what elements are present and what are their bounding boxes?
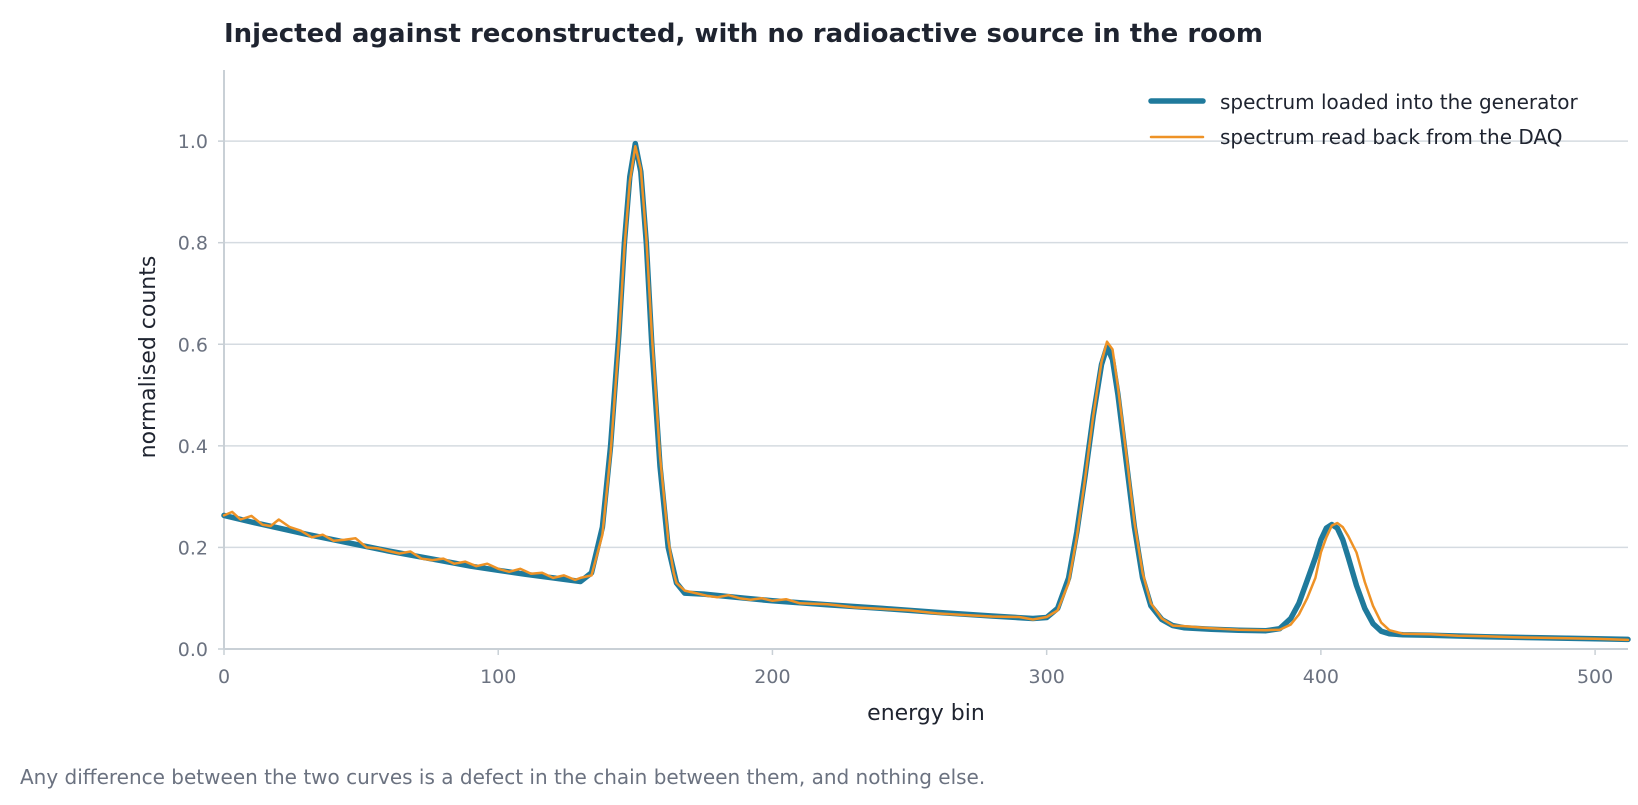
plot-area — [221, 140, 1631, 643]
y-tick-label: 0.4 — [178, 436, 208, 458]
x-tick-label: 100 — [480, 666, 516, 688]
series-line-readback — [222, 144, 1630, 642]
series-line-injected — [221, 140, 1631, 643]
x-tick-label: 0 — [218, 666, 230, 688]
y-tick-label: 0.2 — [178, 537, 208, 559]
y-tick-label: 0.6 — [178, 334, 208, 356]
x-axis-label: energy bin — [867, 701, 985, 726]
legend: spectrum loaded into the generator spect… — [1148, 90, 1578, 149]
axes — [223, 70, 1628, 650]
y-axis-ticks: 0.0 0.2 0.4 0.6 0.8 1.0 — [178, 131, 224, 661]
legend-label-injected: spectrum loaded into the generator — [1220, 90, 1578, 114]
y-axis-label: normalised counts — [136, 256, 161, 459]
legend-label-readback: spectrum read back from the DAQ — [1220, 125, 1562, 149]
x-tick-label: 200 — [754, 666, 790, 688]
x-tick-label: 500 — [1577, 666, 1613, 688]
x-axis-ticks: 0 100 200 300 400 500 — [218, 649, 1613, 688]
grid-lines — [224, 140, 1628, 549]
chart-caption: Any difference between the two curves is… — [20, 765, 985, 789]
x-tick-label: 300 — [1029, 666, 1065, 688]
y-tick-label: 0.8 — [178, 233, 208, 255]
y-tick-label: 0.0 — [178, 639, 208, 661]
x-tick-label: 400 — [1303, 666, 1339, 688]
y-tick-label: 1.0 — [178, 131, 208, 153]
chart-title: Injected against reconstructed, with no … — [224, 19, 1263, 49]
